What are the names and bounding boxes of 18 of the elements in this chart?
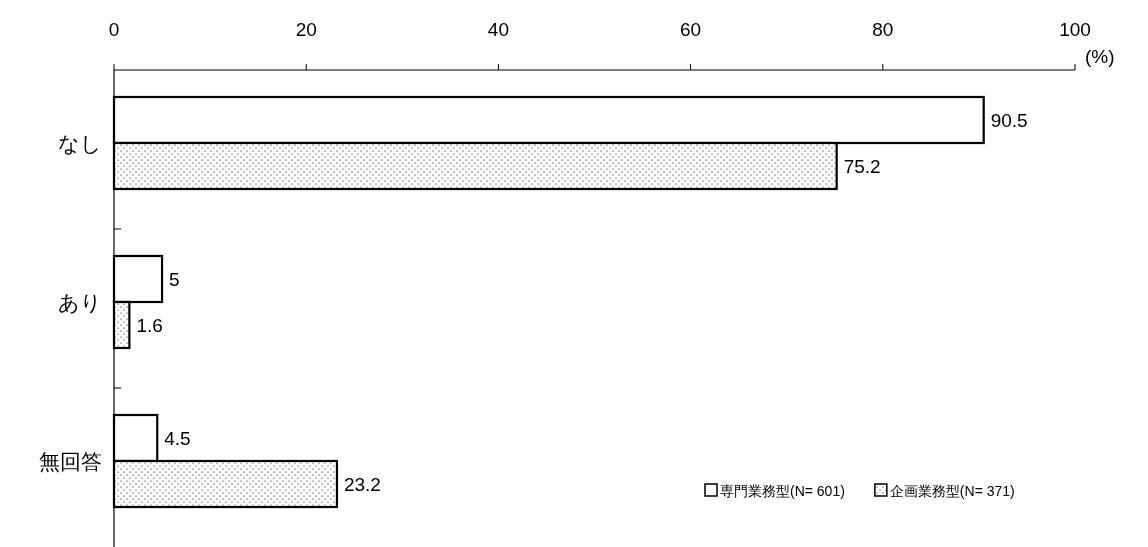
legend-label: 専門業務型(N= 601): [720, 483, 845, 499]
data-label: 23.2: [343, 474, 381, 495]
x-axis-title: (%): [1085, 46, 1115, 67]
data-label: 90.5: [990, 110, 1028, 131]
y-tick-label: 無回答: [39, 450, 102, 473]
x-tick-label: 0: [108, 19, 120, 40]
data-label: 75.2: [843, 156, 881, 177]
y-tick-label: あり: [58, 291, 102, 314]
data-label: 1.6: [136, 315, 163, 336]
legend-label: 企画業務型(N= 371): [889, 483, 1015, 499]
y-tick-label: なし: [58, 132, 102, 155]
data-label: 5: [169, 269, 180, 290]
x-tick-label: 20: [295, 19, 317, 40]
x-tick-label: 40: [487, 19, 509, 40]
x-tick-label: 100: [1059, 19, 1091, 40]
x-tick-label: 80: [872, 19, 894, 40]
x-tick-label: 60: [680, 19, 702, 40]
data-label: 4.5: [164, 428, 191, 449]
